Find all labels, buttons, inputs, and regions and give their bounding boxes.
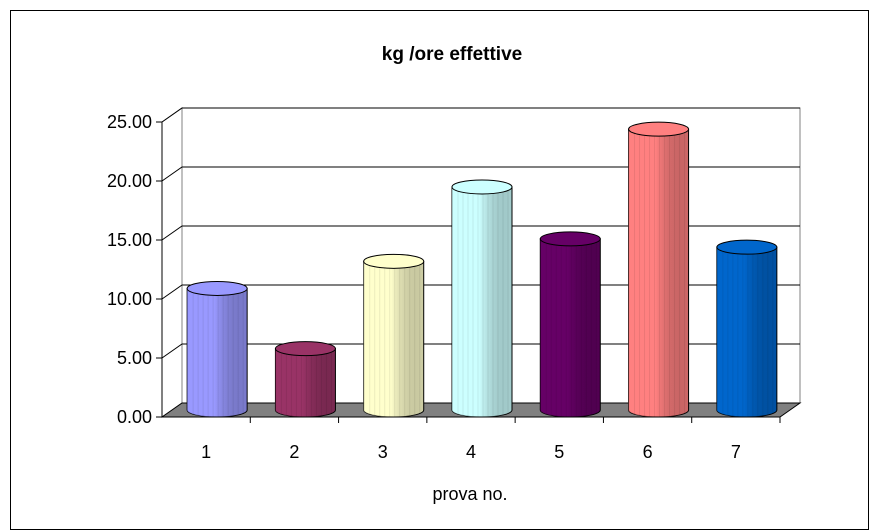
bar-shade <box>187 288 248 417</box>
bar-6 <box>628 121 690 418</box>
y-tick-label: 15.00 <box>107 230 152 250</box>
bar-top <box>628 121 690 137</box>
bar-shade <box>628 129 689 417</box>
bar-chart: kg /ore effettive 0.005.0010.0015.0020.0… <box>107 44 802 504</box>
bar-1 <box>186 280 248 418</box>
bar-top <box>186 280 248 296</box>
bar-shade <box>363 261 424 417</box>
x-axis-label: prova no. <box>432 484 507 504</box>
gridline <box>161 166 800 182</box>
bar-shade <box>716 247 777 417</box>
y-tick-label: 5.00 <box>117 348 152 368</box>
side-wall <box>161 107 183 418</box>
bar-2 <box>274 341 336 418</box>
gridline <box>161 107 800 123</box>
x-tick-label: 5 <box>554 442 564 462</box>
bar-top <box>451 179 513 195</box>
x-tick-label: 2 <box>289 442 299 462</box>
bar-shade <box>452 186 512 417</box>
y-tick-label: 20.00 <box>107 171 152 191</box>
chart-title: kg /ore effettive <box>382 44 522 65</box>
bar-top <box>539 231 601 247</box>
y-tick-label: 10.00 <box>107 289 152 309</box>
bar-shade <box>275 348 336 417</box>
bar-shade <box>540 238 601 417</box>
bar-7 <box>716 239 778 418</box>
bar-5 <box>539 231 601 418</box>
bar-4 <box>451 179 513 418</box>
y-axis: 0.00 5.00 10.00 15.00 20.00 25.00 <box>107 112 163 427</box>
x-tick-label: 3 <box>378 442 388 462</box>
x-tick-label: 7 <box>731 442 741 462</box>
y-tick-label: 25.00 <box>107 112 152 132</box>
x-tick-label: 6 <box>643 442 653 462</box>
x-axis: 1 2 3 4 5 6 7 <box>162 416 781 462</box>
y-tick-label: 0.00 <box>117 407 152 427</box>
bar-top <box>716 239 778 255</box>
bars <box>186 121 778 418</box>
bar-top <box>274 341 336 357</box>
x-tick-label: 1 <box>201 442 211 462</box>
bar-top <box>363 253 425 269</box>
x-tick-label: 4 <box>466 442 476 462</box>
gridline <box>161 225 800 241</box>
bar-3 <box>363 253 425 418</box>
